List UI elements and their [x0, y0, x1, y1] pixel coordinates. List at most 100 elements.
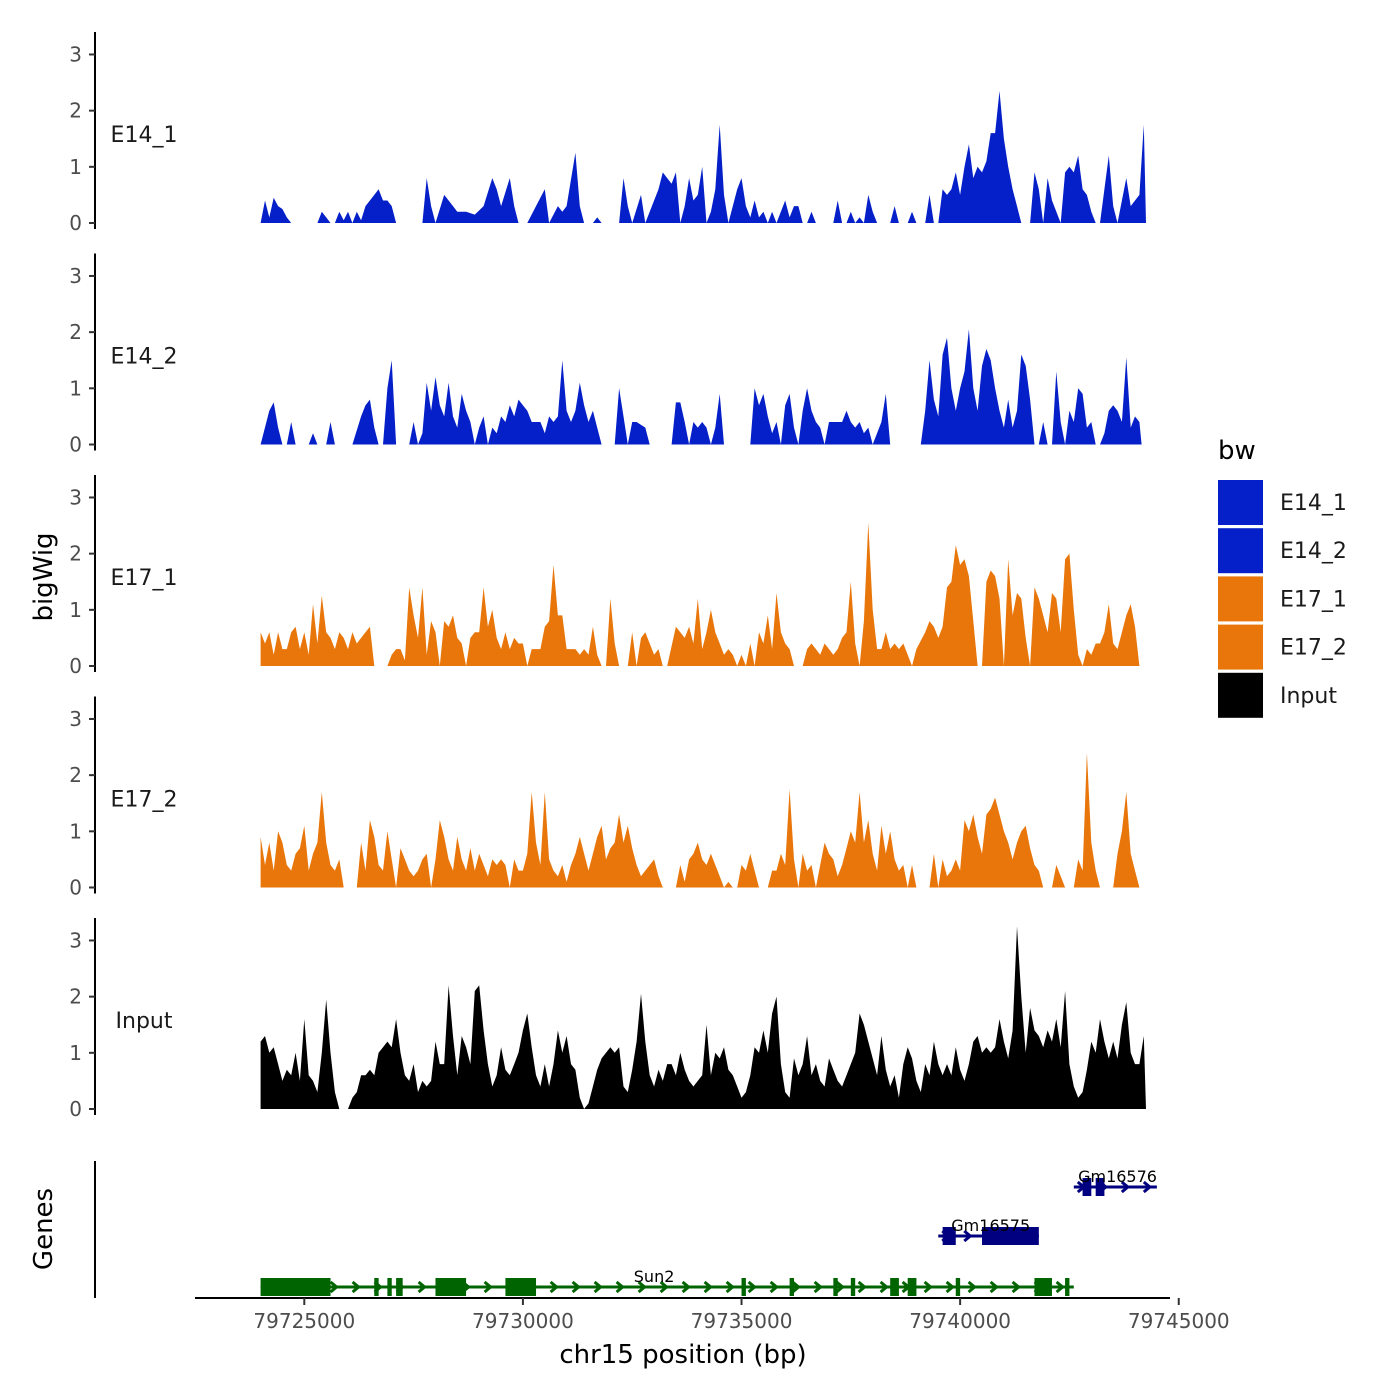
y-tick-label: 3 — [69, 264, 82, 288]
strand-arrow — [967, 1280, 977, 1294]
legend-label: E17_2 — [1280, 636, 1347, 661]
strand-arrow — [571, 1280, 581, 1294]
strand-arrow — [1120, 1180, 1131, 1194]
strand-arrow — [681, 1280, 691, 1294]
exon — [1082, 1178, 1092, 1196]
track-E14_1: 0 1 2 3 E14_1 — [69, 32, 1147, 235]
exon — [374, 1278, 379, 1296]
strand-arrow — [549, 1280, 559, 1294]
gene-label: Sun2 — [634, 1267, 675, 1286]
x-tick-label: 79735000 — [691, 1309, 793, 1333]
y-tick-label: 2 — [69, 99, 82, 123]
track-label: E14_1 — [111, 123, 178, 148]
exon — [387, 1278, 392, 1296]
exon — [907, 1278, 917, 1296]
strand-arrow — [769, 1280, 779, 1294]
y-tick-label: 1 — [69, 598, 82, 622]
strand-arrow — [879, 1280, 889, 1294]
gene-label: Gm16575 — [951, 1216, 1030, 1235]
exon — [789, 1278, 794, 1296]
legend-swatch — [1218, 624, 1263, 670]
legend-entry: E14_2 — [1218, 528, 1347, 574]
strand-arrow — [945, 1280, 955, 1294]
x-axis: 79725000 79730000 79735000 79740000 79745000 — [195, 1297, 1230, 1333]
genes-panel: Sun2 Gm16575 Gm16576 — [94, 1161, 1157, 1298]
y-tick-label: 0 — [69, 1097, 82, 1121]
legend-swatch — [1218, 528, 1263, 574]
strand-arrow — [989, 1280, 999, 1294]
exon — [942, 1227, 956, 1245]
bigwig-tracks: 0 1 2 3 E14_1 0 1 2 3 E14_2 0 1 2 3 E17_1 0 1 2 3 E17_2 0 1 2 3… — [69, 32, 1149, 1121]
y-tick-label: 2 — [69, 985, 82, 1009]
strand-arrow — [747, 1280, 757, 1294]
y-tick-label: 2 — [69, 320, 82, 344]
track-E17_2: 0 1 2 3 E17_2 — [69, 696, 1140, 900]
series-area-Input — [260, 926, 1147, 1109]
strand-arrow — [923, 1280, 933, 1294]
strand-arrow — [791, 1280, 801, 1294]
series-area-E17_2 — [260, 752, 1140, 888]
gene-Sun2: Sun2 — [260, 1267, 1074, 1296]
strand-arrow — [593, 1280, 603, 1294]
strand-arrow — [483, 1280, 493, 1294]
y-tick-label: 2 — [69, 542, 82, 566]
y-tick-label: 1 — [69, 155, 82, 179]
gene-Gm16576: Gm16576 — [1073, 1167, 1157, 1196]
track-label: E14_2 — [111, 345, 178, 370]
legend-label: E14_1 — [1280, 491, 1347, 516]
y-tick-label: 3 — [69, 707, 82, 731]
x-tick-label: 79725000 — [253, 1309, 355, 1333]
x-tick-label: 79745000 — [1128, 1309, 1230, 1333]
y-tick-label: 1 — [69, 1041, 82, 1065]
gene-Gm16575: Gm16575 — [938, 1216, 1039, 1245]
y-axis-title: bigWig — [29, 532, 59, 621]
legend-title: bw — [1218, 436, 1256, 466]
strand-arrow — [1142, 1180, 1153, 1194]
x-axis-title: chr15 position (bp) — [559, 1340, 806, 1370]
legend-entry: Input — [1218, 672, 1337, 718]
strand-arrow — [1055, 1280, 1065, 1294]
track-label: E17_1 — [111, 566, 178, 591]
y-tick-label: 0 — [69, 211, 82, 235]
strand-arrow — [351, 1280, 361, 1294]
exon — [890, 1278, 899, 1296]
strand-arrow — [615, 1280, 625, 1294]
legend-label: E17_1 — [1280, 587, 1347, 612]
y-tick-label: 1 — [69, 819, 82, 843]
track-Input: 0 1 2 3 Input — [69, 918, 1147, 1121]
exon — [1065, 1278, 1070, 1296]
track-label: E17_2 — [111, 788, 178, 813]
x-tick-label: 79730000 — [472, 1309, 574, 1333]
legend-label: Input — [1280, 684, 1337, 709]
strand-arrow — [835, 1280, 845, 1294]
genes-axis-title: Genes — [29, 1188, 59, 1270]
legend-entry: E14_1 — [1218, 480, 1347, 525]
legend-label: E14_2 — [1280, 539, 1347, 564]
legend-swatch — [1218, 576, 1263, 622]
exon — [396, 1278, 403, 1296]
track-label: Input — [116, 1009, 173, 1034]
series-area-E14_2 — [260, 329, 1142, 445]
exon — [435, 1278, 467, 1296]
series-area-E14_1 — [260, 91, 1147, 223]
gene-label: Gm16576 — [1078, 1167, 1157, 1186]
series-area-E17_1 — [260, 522, 1149, 666]
exon — [1095, 1178, 1105, 1196]
strand-arrow — [329, 1280, 339, 1294]
y-tick-label: 1 — [69, 376, 82, 400]
strand-arrow — [659, 1280, 669, 1294]
exon — [1034, 1278, 1052, 1296]
y-tick-label: 2 — [69, 763, 82, 787]
exon — [260, 1278, 331, 1296]
x-tick-label: 79740000 — [909, 1309, 1011, 1333]
y-tick-label: 0 — [69, 876, 82, 900]
legend-entry: E17_2 — [1218, 624, 1347, 670]
y-tick-label: 0 — [69, 654, 82, 678]
strand-arrow — [725, 1280, 735, 1294]
legend: bw E14_1 E14_2 E17_1 E17_2 Input — [1218, 436, 1347, 718]
y-tick-label: 3 — [69, 928, 82, 952]
y-tick-label: 3 — [69, 42, 82, 66]
y-tick-label: 0 — [69, 433, 82, 457]
strand-arrow — [857, 1280, 867, 1294]
